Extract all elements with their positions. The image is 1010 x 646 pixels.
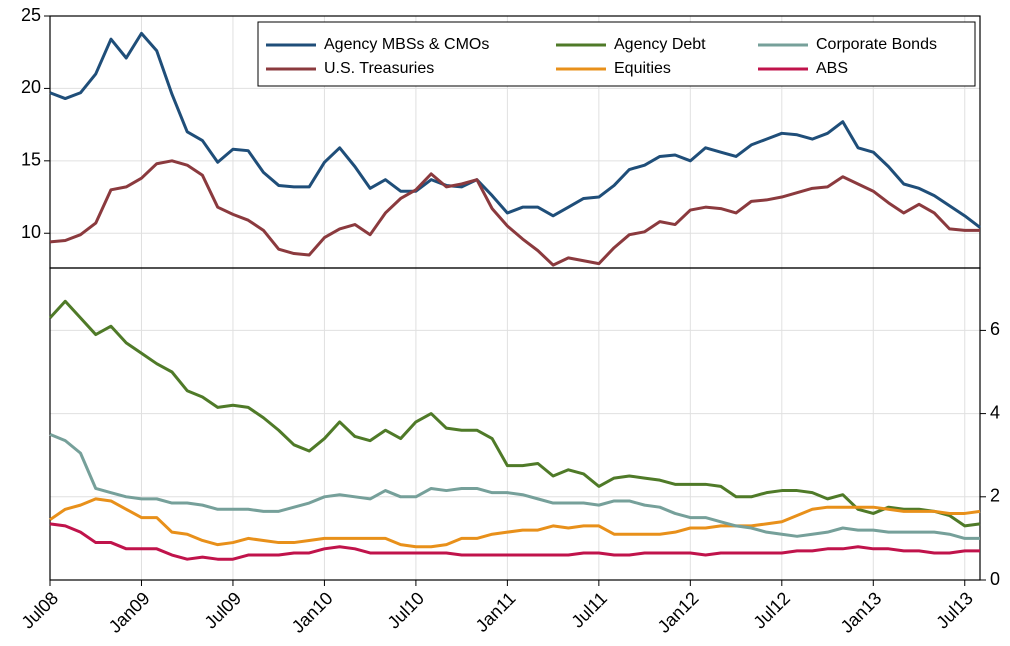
legend-label: U.S. Treasuries — [324, 60, 434, 77]
series-line — [49, 433, 980, 540]
y-tick-label: 15 — [21, 150, 41, 170]
legend: Agency MBSs & CMOs U.S. Treasuries Agency … — [257, 21, 976, 87]
bottom-panel-frame — [49, 267, 981, 581]
x-tick-label: Jan10 — [288, 588, 337, 637]
legend-box — [257, 21, 976, 87]
y-tick-label: 20 — [21, 77, 41, 97]
x-tick-label: Jan09 — [105, 588, 154, 637]
legend-label: Agency Debt — [614, 36, 706, 53]
series-line — [49, 159, 980, 267]
x-tick-label: Jan11 — [472, 588, 520, 636]
y-tick-label: 25 — [21, 5, 41, 25]
x-tick-label: Jan12 — [654, 588, 703, 637]
y2-tick-label: 0 — [990, 569, 1000, 589]
series-line — [49, 522, 980, 561]
x-tick-label: Jul10 — [384, 588, 429, 633]
series-line — [49, 497, 981, 549]
legend-label: Equities — [614, 60, 671, 77]
x-tick-label: Jan13 — [837, 588, 886, 637]
x-tick-label: Jul09 — [201, 588, 246, 633]
x-tick-label: Jul08 — [18, 588, 63, 633]
series-line — [48, 299, 981, 528]
series-line — [49, 31, 981, 229]
y2-tick-label: 2 — [990, 486, 1000, 506]
legend-label: Agency MBSs & CMOs — [324, 36, 489, 53]
legend-label: Corporate Bonds — [816, 36, 937, 53]
legend-label: ABS — [816, 60, 848, 77]
y2-tick-label: 4 — [990, 402, 1000, 422]
y-tick-label: 10 — [21, 222, 41, 242]
y2-tick-label: 6 — [990, 319, 1000, 339]
x-tick-label: Jul12 — [749, 588, 794, 633]
x-tick-label: Jul11 — [567, 588, 611, 632]
x-tick-label: Jul13 — [932, 588, 977, 633]
